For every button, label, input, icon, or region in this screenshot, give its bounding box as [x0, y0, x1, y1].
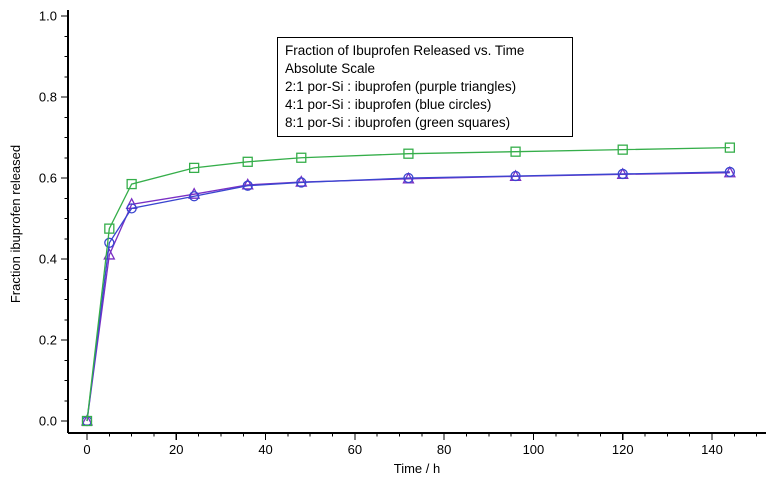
series-line-squares: [86, 146, 730, 422]
marker-circle: [510, 170, 521, 182]
marker-square: [724, 142, 736, 153]
x-axis-tick-label: 80: [437, 442, 451, 457]
marker-square: [296, 152, 307, 163]
marker-square: [104, 223, 115, 234]
marker-circle: [188, 191, 200, 202]
marker-square: [126, 178, 137, 190]
marker-circle: [617, 168, 628, 180]
x-axis-tick-label: 20: [169, 442, 183, 457]
x-axis-tick-label: 0: [83, 442, 90, 457]
marker-square: [242, 156, 253, 167]
marker-square: [510, 146, 521, 157]
marker-square: [617, 144, 628, 155]
legend-subtitle: Absolute Scale: [285, 61, 376, 76]
legend-title: Fraction of Ibuprofen Released vs. Time: [285, 43, 525, 58]
y-axis-tick-label: 0.0: [39, 414, 57, 429]
x-axis-tick-label: 140: [701, 442, 723, 457]
x-axis-title: Time / h: [393, 461, 441, 476]
marker-square: [188, 162, 200, 174]
marker-circle: [242, 180, 253, 191]
marker-circle: [296, 177, 307, 188]
marker-circle: [104, 237, 115, 248]
legend-entry-4to1-blue-circles: 4:1 por-Si : ibuprofen (blue circles): [285, 97, 492, 112]
y-axis-title: Fraction ibuprofen released: [8, 144, 23, 304]
x-axis-tick-label: 100: [523, 442, 545, 457]
x-axis-tick-label: 40: [258, 442, 272, 457]
marker-circle: [724, 166, 736, 178]
y-axis-tick-label: 0.4: [39, 252, 57, 267]
marker-circle: [403, 172, 414, 184]
y-axis-tick-label: 0.2: [39, 333, 57, 348]
series-line-circles: [86, 171, 730, 422]
series-line-triangles: [86, 172, 730, 422]
legend-box: Fraction of Ibuprofen Released vs. Time …: [277, 37, 573, 137]
y-axis-tick-label: 0.6: [39, 171, 57, 186]
marker-triangle: [241, 177, 254, 190]
legend-entry-8to1-green-squares: 8:1 por-Si : ibuprofen (green squares): [285, 115, 511, 130]
marker-triangle: [295, 175, 308, 187]
y-axis-tick-label: 0.8: [39, 90, 57, 105]
y-axis-tick-label: 1.0: [39, 9, 57, 24]
x-axis-tick-label: 120: [612, 442, 634, 457]
marker-square: [403, 148, 414, 159]
marker-square: [81, 415, 93, 427]
x-axis-tick-label: 60: [348, 442, 362, 457]
marker-circle: [126, 203, 137, 214]
legend-entry-2to1-purple-triangles: 2:1 por-Si : ibuprofen (purple triangles…: [285, 79, 517, 94]
marker-triangle: [188, 187, 201, 199]
